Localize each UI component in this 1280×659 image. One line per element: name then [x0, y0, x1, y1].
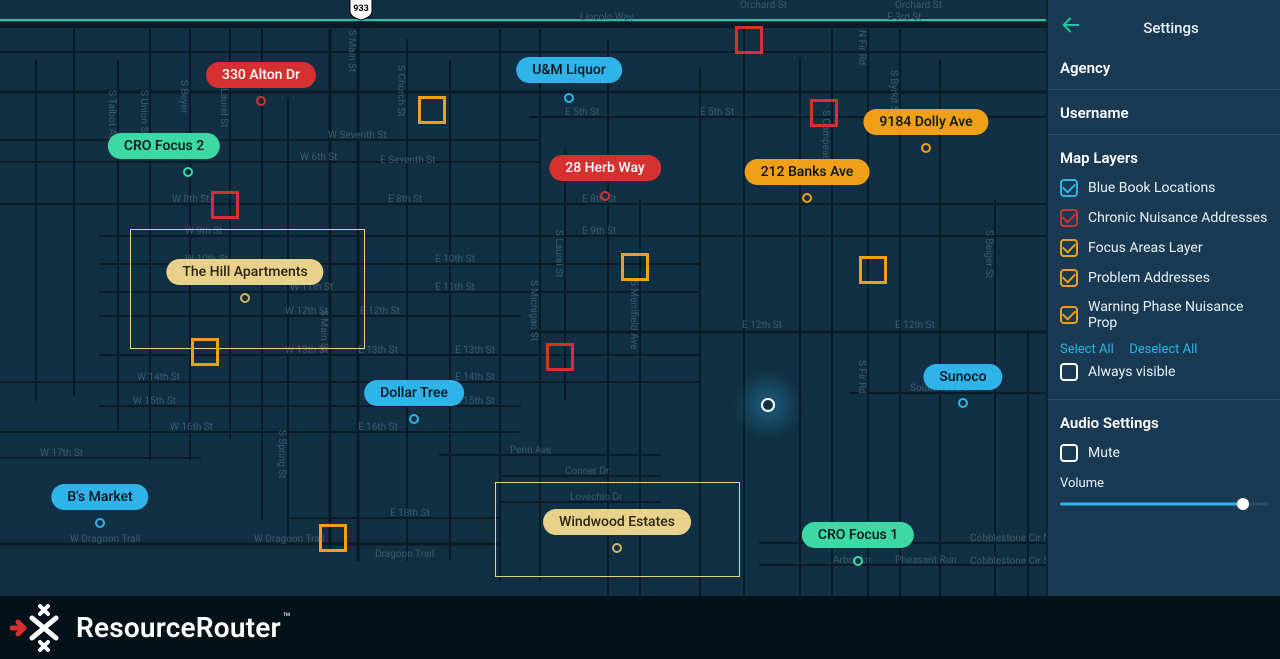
volume-label: Volume	[1060, 476, 1268, 491]
map-square-marker[interactable]	[191, 338, 219, 366]
checkbox-icon	[1060, 306, 1078, 324]
map-pill-marker[interactable]: 330 Alton Dr	[206, 62, 316, 88]
mute-toggle[interactable]: Mute	[1060, 438, 1268, 468]
map-square-marker[interactable]	[211, 191, 239, 219]
map-square-marker[interactable]	[546, 343, 574, 371]
map-pill-marker[interactable]: CRO Focus 2	[108, 133, 220, 159]
route-shield: 933	[348, 0, 374, 25]
map-pill-marker[interactable]: Windwood Estates	[543, 509, 691, 535]
brand-logo-icon	[10, 604, 64, 652]
layer-toggle[interactable]: Focus Areas Layer	[1060, 233, 1268, 263]
layer-toggle[interactable]: Blue Book Locations	[1060, 173, 1268, 203]
map-ring-marker	[240, 293, 250, 303]
map-canvas[interactable]: Lincoln WayE 3rd StOrchard StOrchard StE…	[0, 0, 1046, 596]
volume-slider[interactable]	[1060, 497, 1268, 511]
map-square-marker[interactable]	[621, 253, 649, 281]
checkbox-icon	[1060, 239, 1078, 257]
layer-toggle[interactable]: Chronic Nuisance Addresses	[1060, 203, 1268, 233]
settings-panel: Settings Agency Username Map Layers Blue…	[1046, 0, 1280, 596]
map-square-marker[interactable]	[418, 96, 446, 124]
map-ring-marker	[256, 96, 266, 106]
layer-label: Blue Book Locations	[1088, 180, 1215, 196]
map-square-marker[interactable]	[810, 99, 838, 127]
always-visible-toggle[interactable]: Always visible	[1060, 357, 1268, 387]
always-visible-label: Always visible	[1088, 364, 1175, 380]
map-ring-marker	[958, 398, 968, 408]
focus-area-rect	[130, 229, 365, 349]
map-ring-marker	[612, 543, 622, 553]
map-ring-marker	[853, 556, 863, 566]
settings-title: Settings	[1074, 19, 1268, 37]
map-pill-marker[interactable]: The Hill Apartments	[166, 259, 323, 285]
map-square-marker[interactable]	[735, 26, 763, 54]
checkbox-icon	[1060, 209, 1078, 227]
route-label: 933	[353, 4, 369, 14]
map-square-marker[interactable]	[319, 524, 347, 552]
map-square-marker[interactable]	[859, 256, 887, 284]
map-ring-marker	[409, 414, 419, 424]
map-ring-marker	[600, 191, 610, 201]
mute-label: Mute	[1088, 445, 1120, 461]
checkbox-icon	[1060, 269, 1078, 287]
map-pill-marker[interactable]: 9184 Dolly Ave	[863, 109, 988, 135]
section-map-layers: Map Layers	[1060, 149, 1268, 167]
layer-toggle[interactable]: Warning Phase Nuisance Prop	[1060, 293, 1268, 337]
layer-label: Problem Addresses	[1088, 270, 1210, 286]
map-pill-marker[interactable]: CRO Focus 1	[802, 522, 914, 548]
map-ring-marker	[802, 193, 812, 203]
section-agency: Agency	[1060, 59, 1268, 77]
layer-label: Focus Areas Layer	[1088, 240, 1203, 256]
map-pill-marker[interactable]: U&M Liquor	[516, 57, 622, 83]
map-pill-marker[interactable]: Dollar Tree	[364, 380, 464, 406]
select-all-link[interactable]: Select All	[1060, 342, 1114, 357]
section-username: Username	[1060, 104, 1268, 122]
map-pill-marker[interactable]: 28 Herb Way	[549, 155, 661, 181]
map-ring-marker	[564, 93, 574, 103]
map-ring-marker	[921, 143, 931, 153]
brand-name: ResourceRouter™	[76, 611, 291, 644]
section-audio: Audio Settings	[1060, 414, 1268, 432]
checkbox-icon	[1060, 179, 1078, 197]
map-pill-marker[interactable]: 212 Banks Ave	[745, 159, 870, 185]
map-ring-marker	[95, 518, 105, 528]
footer-bar: ResourceRouter™	[0, 596, 1280, 659]
map-pill-marker[interactable]: Sunoco	[923, 364, 1002, 390]
layer-label: Warning Phase Nuisance Prop	[1088, 299, 1268, 331]
deselect-all-link[interactable]: Deselect All	[1129, 342, 1197, 357]
map-pill-marker[interactable]: B's Market	[51, 484, 148, 510]
layer-label: Chronic Nuisance Addresses	[1088, 210, 1267, 226]
layer-toggle[interactable]: Problem Addresses	[1060, 263, 1268, 293]
map-ring-marker	[183, 167, 193, 177]
